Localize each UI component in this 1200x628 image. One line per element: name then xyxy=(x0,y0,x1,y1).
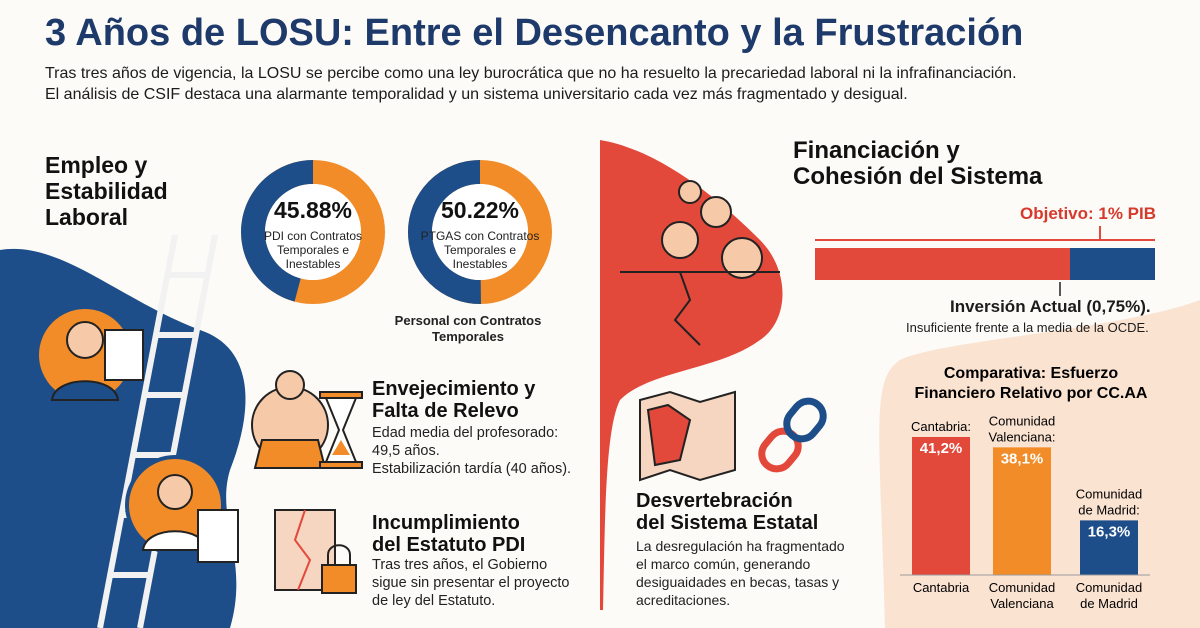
donut-hole xyxy=(432,184,528,280)
text-line: Edad media del profesorado: xyxy=(372,425,559,441)
section-title: Financiación y Cohesión del Sistema xyxy=(793,138,1042,190)
donut-hole xyxy=(265,184,361,280)
bar-top-label: Comunidad xyxy=(989,413,1056,428)
category-label: de Madrid xyxy=(1080,596,1138,611)
section-title: Incumplimiento del Estatuto PDI xyxy=(372,512,525,556)
chain-icon xyxy=(758,397,827,473)
title: 3 Años de LOSU: Entre el Desencanto y la… xyxy=(45,12,1024,54)
donut-label: Inestables xyxy=(453,257,508,271)
text-line: La desregulación ha fragmentado xyxy=(636,538,845,554)
title-line: Cohesión del Sistema xyxy=(793,163,1043,190)
title-line: Desvertebración xyxy=(636,490,793,512)
title-line: Estabilidad xyxy=(45,178,168,204)
document-icon xyxy=(274,509,357,594)
subtitle-line: El análisis de CSIF destaca una alarmant… xyxy=(45,86,908,103)
donut-segment xyxy=(241,160,314,302)
donut-value: 50.22% xyxy=(441,197,519,223)
bar-top-label: de Madrid: xyxy=(1078,502,1139,517)
title-line: Incumplimiento xyxy=(372,512,520,534)
value-label: 38,1% xyxy=(1001,450,1044,467)
donut-label: PTGAS con Contratos xyxy=(421,229,540,243)
text-line: 49,5 años. xyxy=(372,443,440,459)
target-label: Objetivo: 1% PIB xyxy=(1020,204,1157,223)
bar xyxy=(993,447,1051,575)
coins-icon xyxy=(620,180,780,346)
text-line: sigue sin presentar el proyecto xyxy=(372,575,570,591)
section-title: Envejecimiento y Falta de Relevo xyxy=(372,378,535,422)
donut-value: 45.88% xyxy=(274,197,352,223)
subtitle: Tras tres años de vigencia, la LOSU se p… xyxy=(45,63,1017,105)
donut-label: Temporales e xyxy=(444,243,516,257)
chart-title: Financiero Relativo por CC.AA xyxy=(915,385,1148,402)
text-line: desiguaidades en becas, tasas y xyxy=(636,574,840,590)
donut-label: Temporales e xyxy=(277,243,349,257)
title-line: del Estatuto PDI xyxy=(372,534,526,556)
map-icon xyxy=(639,390,736,482)
text-line: Estabilización tardía (40 años). xyxy=(372,461,572,477)
section-title: Desvertebración del Sistema Estatal xyxy=(636,490,818,534)
title-line: Envejecimiento y xyxy=(372,378,536,400)
bar-top-label: Valenciana: xyxy=(989,429,1056,444)
category-label: Comunidad xyxy=(989,580,1056,595)
title-line: Financiación y xyxy=(793,137,960,164)
category-label: Cantabria xyxy=(913,580,970,595)
chart-title: Comparativa: Esfuerzo xyxy=(944,365,1118,382)
title-line: Empleo y xyxy=(45,152,148,178)
bar-top-label: Comunidad xyxy=(1076,486,1143,501)
title-line: del Sistema Estatal xyxy=(636,512,819,534)
text-line: Tras tres años, el Gobierno xyxy=(372,557,548,573)
funding-note: Insuficiente frente a la media de la OCD… xyxy=(906,320,1149,335)
text-line: el marco común, generando xyxy=(636,556,811,572)
person-icon xyxy=(125,455,239,563)
value-label: 41,2% xyxy=(920,440,963,457)
text-line: acreditaciones. xyxy=(636,592,731,608)
person-icon xyxy=(35,305,144,405)
category-label: Valenciana xyxy=(990,596,1054,611)
current-label: Inversión Actual (0,75%). xyxy=(950,297,1151,316)
hourglass-icon xyxy=(319,391,363,469)
section-text: La desregulación ha fragmentado el marco… xyxy=(636,537,845,609)
bar xyxy=(912,436,970,575)
title-line: Laboral xyxy=(45,204,129,230)
ladder xyxy=(97,234,218,628)
section-title: Empleo y Estabilidad Laboral xyxy=(45,152,168,230)
value-label: 16,3% xyxy=(1088,523,1131,540)
section-text: Tras tres años, el Gobierno sigue sin pr… xyxy=(372,556,569,610)
elder-icon xyxy=(251,370,329,469)
donut-caption: Personal con Contratos xyxy=(395,313,542,328)
bar-top-label: Cantabria: xyxy=(911,419,971,434)
subtitle-line: Tras tres años de vigencia, la LOSU se p… xyxy=(45,65,1017,82)
text-line: de ley del Estatuto. xyxy=(372,593,496,609)
section-text: Edad media del profesorado: 49,5 años. E… xyxy=(372,424,571,478)
current-bar xyxy=(815,248,1070,280)
title-line: Falta de Relevo xyxy=(372,400,519,422)
bar xyxy=(1080,520,1138,575)
donut-segment xyxy=(407,160,482,304)
category-label: Comunidad xyxy=(1076,580,1143,595)
donut-caption: Temporales xyxy=(432,329,504,344)
donut-label: Inestables xyxy=(286,257,341,271)
donut-label: PDI con Contratos xyxy=(264,229,362,243)
